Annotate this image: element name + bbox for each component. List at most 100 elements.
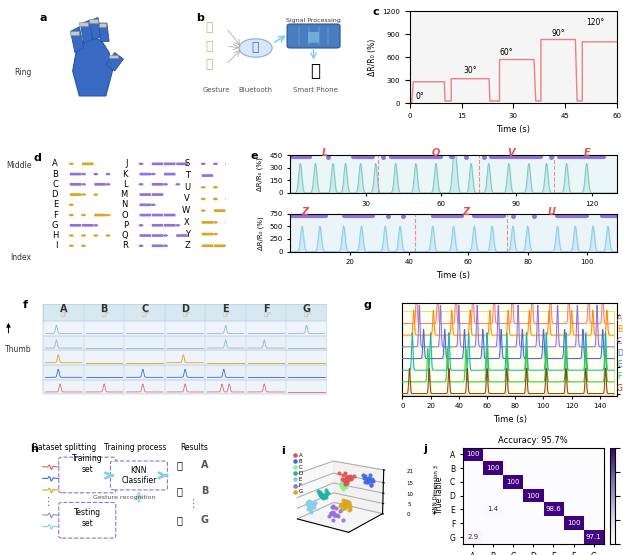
Text: A: A (617, 314, 622, 322)
Y-axis label: ΔR/R₀ (%): ΔR/R₀ (%) (257, 157, 264, 191)
Text: Gesture recognition: Gesture recognition (93, 495, 156, 500)
Text: B: B (201, 486, 209, 496)
Text: 90°: 90° (551, 29, 565, 38)
Text: Middle: Middle (6, 160, 32, 170)
Circle shape (151, 204, 156, 206)
Text: E: E (617, 360, 622, 370)
Text: Y: Y (185, 230, 190, 239)
FancyBboxPatch shape (176, 163, 188, 165)
Text: ⋮: ⋮ (42, 497, 53, 507)
Text: e: e (251, 152, 259, 162)
Circle shape (81, 183, 86, 185)
Circle shape (105, 173, 110, 175)
Circle shape (163, 245, 168, 247)
Text: R: R (122, 241, 128, 250)
FancyBboxPatch shape (164, 224, 176, 226)
Text: Gesture: Gesture (202, 87, 230, 93)
Bar (79, 22, 88, 26)
FancyBboxPatch shape (70, 224, 81, 226)
Text: Z: Z (462, 207, 469, 217)
Text: H: H (52, 231, 58, 240)
Polygon shape (70, 27, 83, 53)
Legend: A, B, C, D, E, F, G: A, B, C, D, E, F, G (292, 450, 305, 496)
Circle shape (226, 198, 230, 200)
Circle shape (69, 245, 74, 247)
FancyBboxPatch shape (226, 186, 237, 189)
Text: g: g (364, 300, 372, 310)
Text: X: X (184, 218, 190, 227)
Text: 100: 100 (526, 493, 540, 499)
Circle shape (105, 183, 110, 185)
Text: ☞: ☞ (302, 310, 311, 320)
Circle shape (138, 224, 143, 226)
Text: 100: 100 (506, 479, 520, 485)
Text: 👍: 👍 (177, 515, 183, 525)
X-axis label: Time (s): Time (s) (437, 271, 470, 280)
Circle shape (93, 173, 98, 175)
Text: G: G (52, 221, 58, 230)
Text: F: F (617, 372, 621, 381)
Circle shape (69, 234, 74, 237)
Text: 60°: 60° (500, 48, 513, 57)
Text: Testing
set: Testing set (74, 508, 101, 528)
Text: B: B (617, 325, 622, 334)
Text: G: G (303, 304, 311, 314)
Text: ✋: ✋ (206, 21, 213, 34)
Circle shape (213, 163, 218, 165)
Text: Dataset splitting: Dataset splitting (32, 443, 96, 452)
Text: A: A (60, 304, 67, 314)
Text: KNN
Classifier: KNN Classifier (121, 466, 156, 485)
FancyBboxPatch shape (140, 204, 151, 206)
FancyBboxPatch shape (164, 173, 176, 175)
FancyBboxPatch shape (239, 233, 250, 235)
Text: 👍: 👍 (177, 486, 183, 496)
Circle shape (201, 209, 206, 212)
Text: Training process: Training process (104, 443, 166, 452)
Text: Training
set: Training set (72, 454, 103, 473)
FancyBboxPatch shape (202, 174, 213, 177)
Circle shape (201, 186, 206, 189)
Text: L: L (322, 148, 328, 158)
FancyBboxPatch shape (152, 234, 163, 237)
Bar (70, 32, 79, 35)
Text: ☞: ☞ (59, 310, 68, 320)
Text: O: O (121, 210, 128, 220)
Bar (44, 336, 327, 350)
Text: ☞: ☞ (262, 310, 270, 320)
Text: Z: Z (184, 241, 190, 250)
Text: Smart Phone: Smart Phone (293, 87, 338, 93)
Circle shape (151, 173, 156, 175)
FancyBboxPatch shape (152, 183, 163, 186)
Title: Accuracy: 95.7%: Accuracy: 95.7% (498, 436, 568, 445)
Circle shape (138, 183, 143, 185)
Polygon shape (99, 23, 109, 42)
FancyBboxPatch shape (176, 234, 188, 237)
Text: ☞: ☞ (100, 310, 108, 320)
Circle shape (226, 221, 230, 224)
Text: ✋: ✋ (206, 58, 213, 71)
Text: A: A (52, 159, 58, 168)
Text: 97.1: 97.1 (586, 534, 601, 540)
Text: d: d (34, 153, 42, 163)
Circle shape (81, 234, 86, 237)
Polygon shape (73, 37, 112, 96)
Circle shape (93, 224, 98, 226)
FancyBboxPatch shape (287, 24, 340, 48)
Text: ᛒ: ᛒ (252, 42, 259, 54)
Circle shape (105, 214, 110, 216)
FancyBboxPatch shape (152, 214, 163, 216)
Text: V: V (184, 194, 190, 204)
Text: 📱: 📱 (310, 62, 320, 80)
FancyBboxPatch shape (94, 214, 106, 216)
Text: Q: Q (121, 231, 128, 240)
Text: B: B (52, 170, 58, 179)
Polygon shape (90, 18, 102, 40)
Text: ⋮: ⋮ (187, 500, 198, 509)
Text: N: N (121, 200, 128, 209)
Text: ✋: ✋ (206, 39, 213, 53)
Text: D: D (181, 304, 189, 314)
Text: 100: 100 (487, 465, 500, 471)
FancyBboxPatch shape (82, 224, 93, 226)
Text: 100: 100 (567, 520, 580, 526)
FancyBboxPatch shape (164, 214, 176, 216)
